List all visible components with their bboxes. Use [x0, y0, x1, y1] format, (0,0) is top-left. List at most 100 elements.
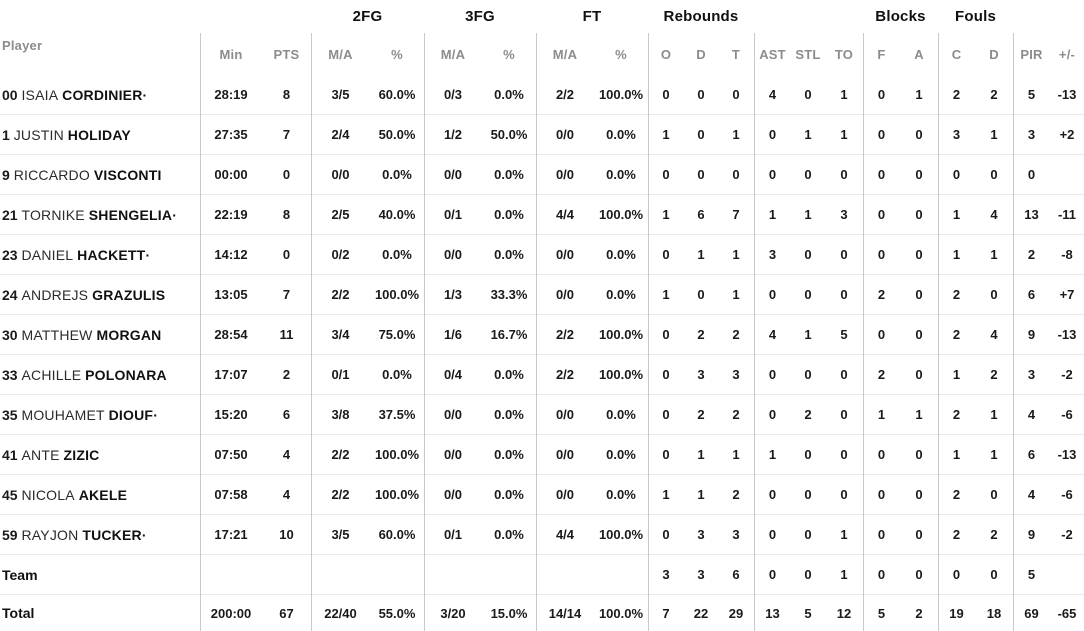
- player-first-name: RICCARDO: [13, 166, 90, 183]
- stat-cell: 0.0%: [494, 367, 524, 382]
- stat-cell: 0/0: [555, 407, 575, 422]
- player-first-name: ANDREJS: [21, 286, 89, 303]
- table-row: 59 RAYJON TUCKER· 17:21 10 3/5 60.0% 0/1 0.0% 4…: [0, 515, 1084, 555]
- player-cell[interactable]: 23 DANIEL HACKETT·: [0, 247, 200, 263]
- player-cell[interactable]: 1 JUSTIN HOLIDAY: [0, 127, 200, 143]
- player-cell[interactable]: 9 RICCARDO VISCONTI: [0, 167, 200, 183]
- stat-cell: 1: [804, 127, 812, 142]
- group-header-rebounds: Rebounds: [663, 8, 739, 25]
- stat-cell: 0: [768, 407, 777, 422]
- jersey-number: 1: [2, 126, 10, 143]
- player-cell[interactable]: 35 MOUHAMET DIOUF·: [0, 407, 200, 423]
- stat-cell: 1: [732, 287, 740, 302]
- stat-cell: 15:20: [214, 407, 248, 422]
- stat-cell: 1: [732, 127, 740, 142]
- stat-cell: 0.0%: [606, 487, 636, 502]
- stat-cell: 1: [840, 127, 848, 142]
- jersey-number: 45: [2, 486, 18, 503]
- stat-cell: 0: [840, 367, 848, 382]
- stat-cell: -8: [1061, 247, 1073, 262]
- table-header: 2FG 3FG FT Rebounds Blocks Fouls Player Min PTS…: [0, 0, 1084, 75]
- stat-cell: 0: [768, 127, 777, 142]
- stat-cell: 33.3%: [490, 287, 528, 302]
- player-first-name: MATTHEW: [21, 326, 93, 343]
- player-first-name: NICOLA: [21, 486, 75, 503]
- stat-cell: 2/2: [555, 87, 575, 102]
- stat-cell: 2: [877, 367, 886, 382]
- stat-cell: 0: [952, 167, 961, 182]
- jersey-number: 35: [2, 406, 18, 423]
- stat-cell: 0: [915, 167, 923, 182]
- stat-cell: 0: [990, 487, 998, 502]
- stat-cell: 0: [915, 527, 923, 542]
- jersey-number: 59: [2, 526, 18, 543]
- stat-cell: 0/0: [443, 167, 463, 182]
- stat-cell: 1/2: [443, 127, 463, 142]
- starter-mark: ·: [145, 246, 151, 263]
- stat-cell: 2: [990, 527, 998, 542]
- stat-cell: 3: [1027, 127, 1036, 142]
- stat-cell: 1: [990, 407, 998, 422]
- stat-cell: 0/0: [555, 487, 575, 502]
- stat-cell: 1: [990, 127, 998, 142]
- player-cell[interactable]: 59 RAYJON TUCKER·: [0, 527, 200, 543]
- stat-cell: 0: [840, 447, 848, 462]
- column-header-15: F: [877, 46, 886, 62]
- stat-cell: 50.0%: [490, 127, 528, 142]
- jersey-number: 23: [2, 246, 18, 263]
- stat-cell: 22:19: [214, 207, 248, 222]
- stat-cell: 0/0: [555, 287, 575, 302]
- player-last-name: HACKETT: [77, 246, 146, 263]
- starter-mark: ·: [142, 86, 148, 103]
- stat-cell: 0/1: [443, 527, 463, 542]
- player-cell[interactable]: 33 ACHILLE POLONARA: [0, 367, 200, 383]
- stat-cell: 0.0%: [494, 407, 524, 422]
- stat-cell: 0: [804, 367, 812, 382]
- stat-cell: 1: [697, 247, 705, 262]
- stat-cell: 1: [915, 407, 923, 422]
- table-row: 23 DANIEL HACKETT· 14:12 0 0/2 0.0% 0/0 0.0% 0/…: [0, 235, 1084, 275]
- stat-cell: 3/4: [331, 327, 350, 342]
- stat-cell: 1: [768, 207, 777, 222]
- stat-cell: 0: [915, 487, 923, 502]
- player-first-name: ANTE: [21, 446, 60, 463]
- stat-cell: 0.0%: [494, 167, 524, 182]
- stat-cell: 1: [840, 527, 848, 542]
- stat-cell: 0: [768, 567, 777, 582]
- stat-cell: -2: [1061, 527, 1073, 542]
- stat-cell: 0: [732, 87, 740, 102]
- stat-cell: 2/2: [331, 447, 350, 462]
- stat-cell: 0/3: [443, 87, 463, 102]
- player-cell[interactable]: 41 ANTE ZIZIC: [0, 447, 200, 463]
- player-cell[interactable]: 45 NICOLA AKELE: [0, 487, 200, 503]
- player-first-name: ISAIA: [21, 86, 59, 103]
- stat-cell: 9: [1027, 527, 1036, 542]
- stat-cell: 0: [915, 367, 923, 382]
- stat-cell: 0: [697, 287, 705, 302]
- table-row: 00 ISAIA CORDINIER· 28:19 8 3/5 60.0% 0/3 0.0%…: [0, 75, 1084, 115]
- player-cell[interactable]: 21 TORNIKE SHENGELIA·: [0, 207, 200, 223]
- column-header-3: M/A: [328, 46, 353, 62]
- stat-cell: 0.0%: [382, 367, 412, 382]
- table-row: 33 ACHILLE POLONARA 17:07 2 0/1 0.0% 0/4 0.0% 2…: [0, 355, 1084, 395]
- stat-cell: 1: [768, 447, 777, 462]
- stat-cell: 3/5: [331, 87, 350, 102]
- group-header-2fg: 2FG: [352, 8, 383, 25]
- column-header-4: %: [391, 46, 403, 62]
- column-header-8: %: [615, 46, 627, 62]
- stat-cell: 0: [732, 167, 740, 182]
- player-cell[interactable]: 00 ISAIA CORDINIER·: [0, 87, 200, 103]
- stat-cell: 18: [986, 605, 1002, 621]
- stat-cell: 7: [282, 127, 291, 142]
- stat-cell: 2/2: [555, 327, 575, 342]
- stat-cell: 6: [697, 207, 705, 222]
- stat-cell: 0/0: [555, 447, 575, 462]
- player-cell[interactable]: 24 ANDREJS GRAZULIS: [0, 287, 200, 303]
- stat-cell: 1: [840, 87, 848, 102]
- stat-cell: 3/8: [331, 407, 350, 422]
- stat-cell: 2/2: [555, 367, 575, 382]
- player-cell[interactable]: 30 MATTHEW MORGAN: [0, 327, 200, 343]
- stat-cell: 0: [282, 167, 291, 182]
- player-last-name: HOLIDAY: [67, 126, 131, 143]
